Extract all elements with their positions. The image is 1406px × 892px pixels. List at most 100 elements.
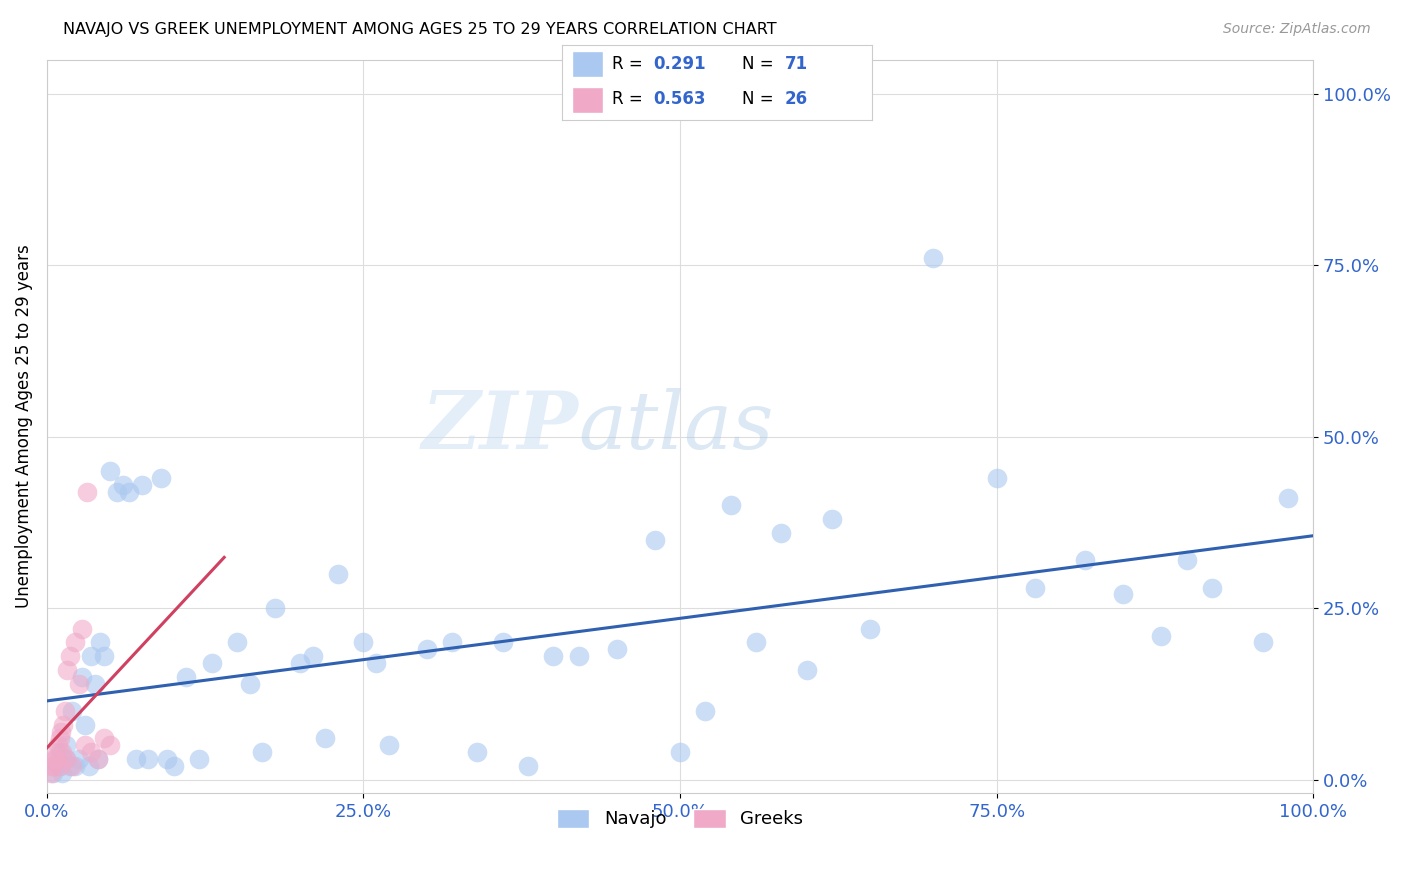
Point xyxy=(543,649,565,664)
Text: NAVAJO VS GREEK UNEMPLOYMENT AMONG AGES 25 TO 29 YEARS CORRELATION CHART: NAVAJO VS GREEK UNEMPLOYMENT AMONG AGES … xyxy=(63,22,778,37)
Point xyxy=(1150,629,1173,643)
Point xyxy=(441,635,464,649)
Point xyxy=(1201,581,1223,595)
Point xyxy=(136,752,159,766)
Point xyxy=(1251,635,1274,649)
Point xyxy=(73,718,96,732)
Point xyxy=(378,739,401,753)
Point xyxy=(263,601,285,615)
Point xyxy=(986,471,1008,485)
Point xyxy=(1074,553,1097,567)
Text: 26: 26 xyxy=(785,90,808,108)
Point xyxy=(238,676,260,690)
Point xyxy=(644,533,666,547)
Point xyxy=(55,739,77,753)
Point xyxy=(695,704,717,718)
Point xyxy=(467,745,489,759)
Point xyxy=(46,759,69,773)
Point xyxy=(52,718,75,732)
Point xyxy=(1024,581,1046,595)
Point xyxy=(315,731,337,746)
Point xyxy=(98,464,121,478)
Point xyxy=(42,765,65,780)
Point xyxy=(63,759,86,773)
Point xyxy=(606,642,628,657)
Point xyxy=(51,745,73,759)
Text: atlas: atlas xyxy=(579,388,775,466)
Point xyxy=(73,739,96,753)
Point xyxy=(187,752,209,766)
Point xyxy=(48,745,70,759)
Point xyxy=(51,765,73,780)
Point xyxy=(770,525,793,540)
Point xyxy=(162,759,184,773)
Point xyxy=(745,635,768,649)
Legend: Navajo, Greeks: Navajo, Greeks xyxy=(550,801,810,836)
Point xyxy=(48,759,70,773)
Point xyxy=(86,752,108,766)
Point xyxy=(517,759,540,773)
Point xyxy=(859,622,882,636)
Point xyxy=(42,759,65,773)
Point xyxy=(39,765,62,780)
Point xyxy=(45,752,67,766)
Text: R =: R = xyxy=(612,90,648,108)
FancyBboxPatch shape xyxy=(572,87,603,112)
Point xyxy=(250,745,273,759)
Text: N =: N = xyxy=(742,90,779,108)
Point xyxy=(149,471,172,485)
Point xyxy=(1112,587,1135,601)
Point xyxy=(118,484,141,499)
Point xyxy=(63,635,86,649)
Point xyxy=(48,731,70,746)
Point xyxy=(225,635,247,649)
Point xyxy=(59,759,82,773)
Point xyxy=(111,477,134,491)
Point xyxy=(80,649,103,664)
Point xyxy=(156,752,179,766)
Point xyxy=(49,724,72,739)
Point xyxy=(67,752,90,766)
Point xyxy=(105,484,128,499)
Point xyxy=(131,477,153,491)
Point xyxy=(60,704,83,718)
Text: 71: 71 xyxy=(785,55,808,73)
Text: N =: N = xyxy=(742,55,779,73)
Point xyxy=(288,656,311,670)
Point xyxy=(796,663,818,677)
Point xyxy=(76,484,98,499)
Point xyxy=(44,752,66,766)
Point xyxy=(328,566,350,581)
Point xyxy=(492,635,515,649)
Text: 0.291: 0.291 xyxy=(654,55,706,73)
Point xyxy=(1277,491,1299,506)
Point xyxy=(1175,553,1198,567)
Text: R =: R = xyxy=(612,55,648,73)
Point xyxy=(48,759,70,773)
Point xyxy=(41,759,63,773)
Point xyxy=(72,622,94,636)
Point xyxy=(416,642,439,657)
Point xyxy=(89,635,111,649)
Text: 0.563: 0.563 xyxy=(654,90,706,108)
Point xyxy=(53,704,76,718)
Text: ZIP: ZIP xyxy=(422,388,579,466)
Point xyxy=(80,745,103,759)
Point xyxy=(52,752,75,766)
Point xyxy=(93,731,115,746)
Point xyxy=(174,670,197,684)
Point xyxy=(720,499,742,513)
Point xyxy=(922,252,945,266)
Point xyxy=(72,670,94,684)
Point xyxy=(46,745,69,759)
Point xyxy=(568,649,591,664)
Y-axis label: Unemployment Among Ages 25 to 29 years: Unemployment Among Ages 25 to 29 years xyxy=(15,244,32,608)
Point xyxy=(669,745,692,759)
Point xyxy=(60,759,83,773)
Point xyxy=(59,649,82,664)
Point xyxy=(46,739,69,753)
Point xyxy=(124,752,146,766)
Point xyxy=(353,635,375,649)
Point xyxy=(98,739,121,753)
Point xyxy=(56,663,79,677)
